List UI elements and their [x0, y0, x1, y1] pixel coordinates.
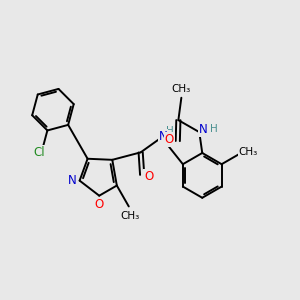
Text: O: O [165, 133, 174, 146]
Text: CH₃: CH₃ [238, 147, 258, 157]
Text: CH₃: CH₃ [172, 84, 191, 94]
Text: N: N [200, 123, 208, 136]
Text: O: O [144, 170, 153, 183]
Text: Cl: Cl [34, 146, 45, 159]
Text: H: H [210, 124, 218, 134]
Text: O: O [94, 197, 104, 211]
Text: H: H [166, 126, 174, 136]
Text: N: N [159, 130, 167, 143]
Text: CH₃: CH₃ [121, 211, 140, 221]
Text: N: N [68, 174, 76, 187]
